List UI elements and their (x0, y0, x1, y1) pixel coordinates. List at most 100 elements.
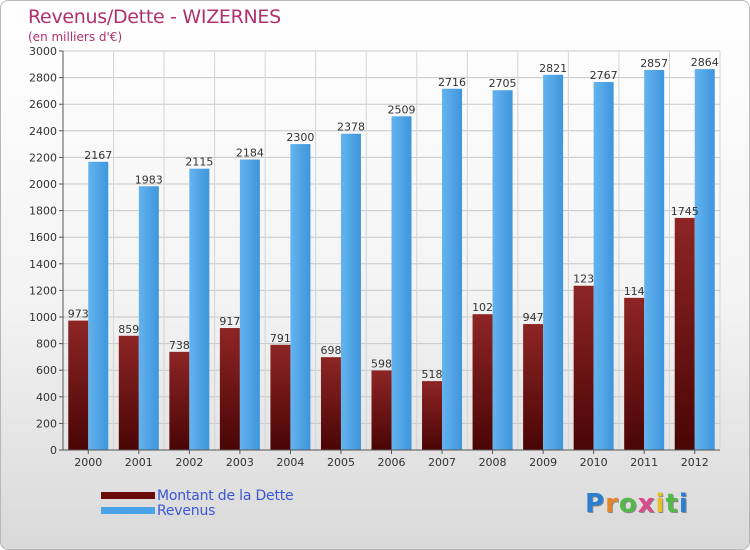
bar-revenus (189, 168, 210, 450)
bar-revenus (391, 116, 412, 450)
bar-dette (169, 351, 190, 450)
legend-label-debt: Montant de la Dette (157, 487, 294, 504)
y-tick-label: 1000 (29, 311, 57, 324)
data-label-revenus: 2300 (286, 131, 314, 144)
bar-dette (472, 314, 493, 450)
y-tick-label: 2400 (29, 125, 57, 138)
legend-item-revenus: Revenus (101, 502, 293, 519)
data-label-dette: 114 (624, 285, 645, 298)
data-label-revenus: 2509 (388, 103, 416, 116)
y-tick-label: 1400 (29, 258, 57, 271)
data-label-dette: 123 (573, 273, 594, 286)
chart-title: Revenus/Dette - WIZERNES (28, 6, 281, 28)
data-label-revenus: 1983 (135, 173, 163, 186)
bar-revenus (694, 69, 715, 450)
logo-letter: r (605, 489, 619, 519)
data-label-dette: 598 (371, 357, 392, 370)
x-tick-label: 2004 (276, 456, 304, 469)
proxiti-logo: Proxiti (585, 489, 689, 519)
bar-revenus (593, 81, 614, 450)
legend-label-revenus: Revenus (157, 502, 216, 519)
y-tick-label: 2200 (29, 151, 57, 164)
chart-subtitle: (en milliers d'€) (28, 30, 123, 44)
bar-revenus (239, 159, 260, 450)
data-label-revenus: 2184 (236, 147, 264, 160)
data-label-revenus: 2167 (84, 149, 112, 162)
y-tick-label: 0 (50, 444, 57, 457)
x-tick-label: 2000 (74, 456, 102, 469)
data-label-revenus: 2115 (185, 156, 213, 169)
y-tick-label: 2600 (29, 98, 57, 111)
y-tick-label: 800 (36, 338, 57, 351)
y-tick-label: 200 (36, 417, 57, 430)
data-label-revenus: 2705 (489, 77, 517, 90)
legend-swatch-debt (101, 492, 155, 499)
bar-revenus (290, 144, 311, 450)
bar-dette (118, 335, 139, 450)
data-label-dette: 102 (472, 301, 493, 314)
y-tick-label: 600 (36, 364, 57, 377)
bar-revenus (138, 186, 159, 451)
bar-dette (371, 370, 392, 450)
data-label-revenus: 2716 (438, 76, 466, 89)
data-label-dette: 1745 (671, 205, 699, 218)
x-tick-label: 2006 (378, 456, 406, 469)
bar-dette (320, 357, 341, 450)
x-tick-label: 2002 (175, 456, 203, 469)
bar-dette (68, 320, 89, 450)
bar-revenus (543, 74, 564, 450)
data-label-revenus: 2378 (337, 121, 365, 134)
y-tick-label: 2800 (29, 72, 57, 85)
data-label-dette: 738 (169, 339, 190, 352)
legend: Montant de la Dette Revenus (101, 487, 294, 519)
y-tick-label: 3000 (29, 45, 57, 58)
logo-letter: i (678, 489, 689, 519)
y-tick-label: 2000 (29, 178, 57, 191)
x-tick-label: 2010 (580, 456, 608, 469)
x-tick-label: 2012 (681, 456, 709, 469)
data-label-dette: 698 (320, 344, 341, 357)
logo-letter: P (585, 489, 606, 519)
logo-letter: x (637, 489, 656, 519)
x-tick-label: 2007 (428, 456, 456, 469)
x-tick-label: 2005 (327, 456, 355, 469)
bar-revenus (88, 161, 109, 450)
bar-dette (422, 381, 443, 450)
legend-item-debt: Montant de la Dette (101, 487, 294, 504)
bar-dette (674, 217, 695, 450)
logo-letter: o (618, 489, 638, 519)
y-tick-label: 1600 (29, 231, 57, 244)
bar-revenus (492, 90, 513, 451)
data-label-dette: 791 (270, 332, 291, 345)
y-tick-label: 1800 (29, 205, 57, 218)
data-label-revenus: 2821 (539, 62, 567, 75)
logo-letter: i (655, 489, 666, 519)
bar-dette (573, 285, 594, 450)
bar-dette (219, 328, 240, 450)
bar-dette (523, 324, 544, 450)
data-label-dette: 973 (68, 308, 89, 321)
logo-letter: t (665, 489, 679, 519)
y-tick-label: 400 (36, 391, 57, 404)
x-tick-label: 2008 (479, 456, 507, 469)
data-label-revenus: 2767 (590, 69, 618, 82)
x-tick-label: 2001 (125, 456, 153, 469)
data-label-dette: 859 (118, 323, 139, 336)
x-tick-label: 2003 (226, 456, 254, 469)
data-label-dette: 917 (219, 315, 240, 328)
data-label-dette: 947 (523, 311, 544, 324)
bar-revenus (442, 88, 463, 450)
data-label-revenus: 2864 (691, 56, 719, 69)
legend-swatch-revenus (101, 507, 155, 514)
y-tick-label: 1200 (29, 284, 57, 297)
bar-dette (624, 297, 645, 450)
bar-revenus (340, 133, 361, 450)
data-label-dette: 518 (422, 368, 443, 381)
x-tick-label: 2011 (630, 456, 658, 469)
data-label-revenus: 2857 (640, 57, 668, 70)
bar-dette (270, 344, 291, 450)
x-tick-label: 2009 (529, 456, 557, 469)
bar-revenus (644, 70, 665, 451)
